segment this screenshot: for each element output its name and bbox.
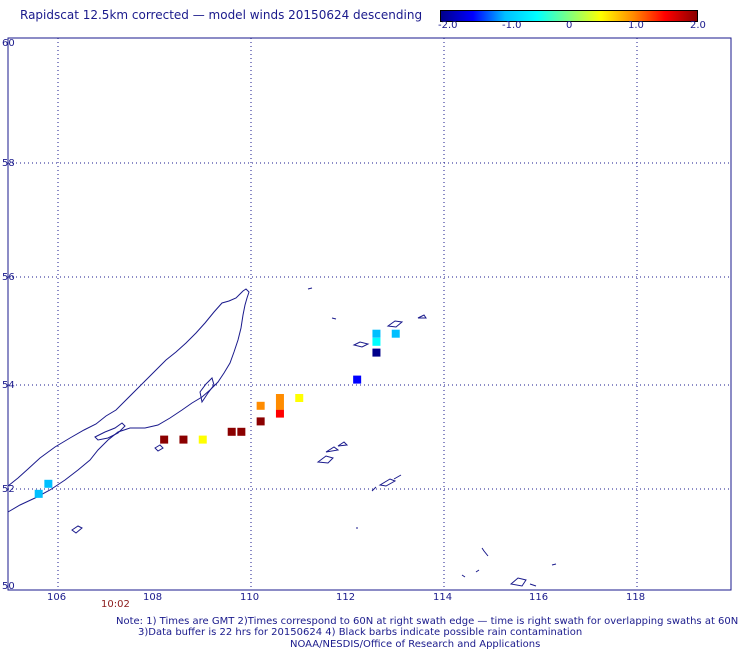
- coastlines: [7, 287, 557, 587]
- small-lake: [71, 525, 83, 534]
- wind-cell: [198, 435, 207, 444]
- lat-label: 60: [2, 38, 15, 49]
- wind-cell: [44, 479, 53, 488]
- colorbar-tick: 0: [566, 20, 573, 31]
- small-lake: [154, 444, 164, 452]
- small-lake: [325, 446, 340, 453]
- lat-label: 50: [2, 581, 15, 592]
- small-lake: [337, 441, 349, 447]
- note-line-2: 3)Data buffer is 22 hrs for 20150624 4) …: [138, 627, 583, 638]
- swath-time-label: 10:02: [101, 599, 130, 610]
- lake-baikal-outline: [7, 288, 250, 513]
- small-lake: [481, 547, 489, 557]
- wind-cell: [34, 489, 43, 498]
- small-lake: [393, 474, 402, 480]
- small-lake: [417, 314, 427, 319]
- colorbar-tick: 1.0: [628, 20, 644, 31]
- wind-cell: [227, 427, 236, 436]
- wind-cell: [372, 348, 381, 357]
- wind-cell: [295, 394, 304, 402]
- small-lake: [352, 341, 370, 348]
- wind-cell: [353, 375, 362, 384]
- lon-label: 108: [143, 592, 163, 603]
- wind-cell: [237, 427, 246, 436]
- wind-cell: [391, 329, 400, 338]
- small-lake: [316, 455, 334, 464]
- map-frame: [7, 37, 732, 591]
- lon-label: 110: [240, 592, 260, 603]
- graticule: [8, 38, 731, 590]
- lat-label: 56: [2, 272, 15, 283]
- wind-cell: [372, 329, 381, 338]
- wind-cell: [275, 401, 284, 410]
- wind-cell: [372, 337, 381, 346]
- lon-label: 114: [433, 592, 453, 603]
- small-lake: [378, 478, 397, 487]
- small-lake: [461, 574, 466, 578]
- small-lake: [509, 577, 527, 587]
- small-lake: [307, 287, 313, 290]
- wind-cell: [275, 409, 284, 418]
- small-lake: [551, 563, 557, 566]
- lat-label: 54: [2, 380, 15, 391]
- lat-label: 58: [2, 158, 15, 169]
- note-line-3: NOAA/NESDIS/Office of Research and Appli…: [290, 639, 541, 650]
- lon-label: 106: [47, 592, 67, 603]
- small-lake: [331, 317, 337, 320]
- lon-label: 116: [529, 592, 549, 603]
- wind-cell: [275, 394, 284, 402]
- colorbar-tick: -2.0: [438, 20, 458, 31]
- plot-title: Rapidscat 12.5km corrected — model winds…: [20, 8, 423, 22]
- colorbar-tick: 2.0: [690, 20, 706, 31]
- small-lake: [529, 583, 537, 587]
- colorbar-tick: -1.0: [502, 20, 522, 31]
- lon-label: 118: [626, 592, 646, 603]
- colorbar: [440, 10, 698, 22]
- wind-cell: [160, 435, 169, 444]
- olkhon-island: [94, 422, 126, 441]
- wind-cells: [34, 329, 400, 498]
- svyatoy-nos: [199, 377, 215, 404]
- wind-cell: [256, 401, 265, 410]
- small-lake: [475, 569, 480, 573]
- wind-cell: [179, 435, 188, 444]
- small-lake: [386, 320, 404, 328]
- wind-cell: [256, 417, 265, 426]
- lat-label: 52: [2, 484, 15, 495]
- small-lake: [371, 486, 377, 492]
- note-line-1: Note: 1) Times are GMT 2)Times correspon…: [116, 616, 739, 627]
- lon-label: 112: [336, 592, 356, 603]
